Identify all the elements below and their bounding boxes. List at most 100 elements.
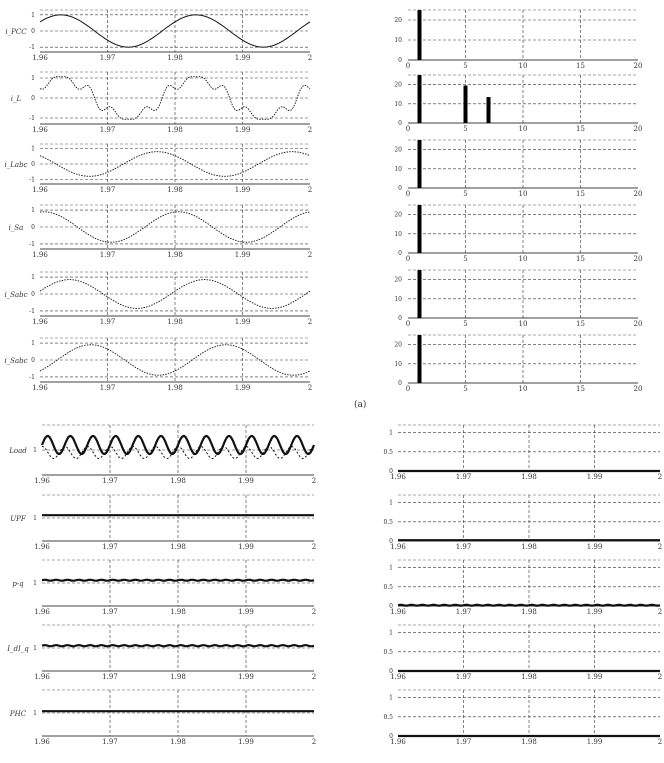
y-tick-label: 1 xyxy=(389,430,393,437)
y-tick-label: -1 xyxy=(29,308,35,315)
x-tick-label: 1.99 xyxy=(238,738,254,746)
x-tick-label: 1.99 xyxy=(587,608,603,616)
x-tick-label: 2 xyxy=(658,543,662,551)
y-tick-label: 10 xyxy=(394,361,402,368)
x-tick-label: 1.99 xyxy=(235,251,251,259)
y-tick-label: 0.5 xyxy=(383,714,393,721)
x-tick-label: 15 xyxy=(576,125,585,133)
x-tick-label: 15 xyxy=(576,255,585,263)
x-tick-label: 1.97 xyxy=(100,186,116,194)
x-tick-label: 1.98 xyxy=(521,543,537,551)
y-tick-label: 1 xyxy=(31,207,35,214)
x-tick-label: 0 xyxy=(406,320,410,328)
chart-tl2: 1.96 1.97 1.98 1.99 2 i_L -1 0 1 xyxy=(11,71,312,134)
x-tick-label: 1.99 xyxy=(235,54,251,62)
x-tick-label: 1.98 xyxy=(521,738,537,746)
y-tick-label: 1 xyxy=(389,695,393,702)
x-tick-label: 5 xyxy=(463,255,467,263)
x-tick-label: 10 xyxy=(519,62,528,70)
chart-tl1: 1.96 1.97 1.98 1.99 2 i_PCC -1 0 1 xyxy=(5,9,312,62)
chart-tl6: 1.96 1.97 1.98 1.99 2 i_Sabc -1 0 1 xyxy=(4,337,312,392)
y-tick-label: 0 xyxy=(31,357,35,364)
x-tick-label: 1.97 xyxy=(102,608,118,616)
x-tick-label: 1.98 xyxy=(167,251,183,259)
x-tick-label: 1.98 xyxy=(170,673,186,681)
x-tick-label: 1.99 xyxy=(238,608,254,616)
y-tick-label: 1 xyxy=(389,500,393,507)
series-line-0 xyxy=(41,643,315,648)
x-tick-label: 20 xyxy=(634,190,643,198)
x-tick-label: 1.98 xyxy=(170,608,186,616)
x-tick-label: 2 xyxy=(312,543,316,551)
x-tick-label: 1.97 xyxy=(456,608,472,616)
chart-tr5: 0 5 10 15 20 0 10 20 xyxy=(394,269,643,328)
y-tick-label: 10 xyxy=(394,231,402,238)
x-tick-label: 1.96 xyxy=(34,477,50,485)
y-axis-label: i_Sa xyxy=(9,224,24,232)
x-tick-label: 20 xyxy=(634,320,643,328)
x-tick-label: 1.97 xyxy=(100,251,116,259)
x-tick-label: 1.98 xyxy=(167,318,183,326)
y-tick-label: 1 xyxy=(33,580,37,587)
chart-bl5: 1.96 1.97 1.98 1.99 2 PHC 1 xyxy=(9,689,316,746)
x-tick-label: 10 xyxy=(519,385,528,393)
x-tick-label: 2 xyxy=(312,477,316,485)
x-tick-label: 1.99 xyxy=(238,477,254,485)
series-line-0 xyxy=(39,14,311,48)
series-line-0 xyxy=(39,76,311,120)
figure-marker: (a) xyxy=(354,400,367,410)
y-axis-label: UPF xyxy=(10,515,27,523)
x-tick-label: 1.97 xyxy=(102,738,118,746)
bar-harmonic-5 xyxy=(463,85,468,123)
y-tick-label: 1 xyxy=(31,12,35,19)
x-tick-label: 10 xyxy=(519,190,528,198)
bar-harmonic-1 xyxy=(417,335,422,383)
x-tick-label: 1.96 xyxy=(32,54,48,62)
x-tick-label: 1.96 xyxy=(32,126,48,134)
x-tick-label: 1.97 xyxy=(102,477,118,485)
x-tick-label: 1.99 xyxy=(587,473,603,481)
x-tick-label: 1.96 xyxy=(390,738,406,746)
x-tick-label: 5 xyxy=(463,190,467,198)
chart-tr1: 0 5 10 15 20 0 10 20 xyxy=(394,9,642,70)
x-tick-label: 10 xyxy=(519,320,528,328)
x-tick-label: 2 xyxy=(308,318,312,326)
x-tick-label: 1.98 xyxy=(170,477,186,485)
x-tick-label: 1.97 xyxy=(456,473,472,481)
x-tick-label: 1.99 xyxy=(238,673,254,681)
chart-tr2: 0 5 10 15 20 0 10 20 xyxy=(394,74,642,133)
y-axis-label: Load xyxy=(8,447,27,455)
x-tick-label: 1.98 xyxy=(170,738,186,746)
y-tick-label: 0 xyxy=(31,224,35,231)
x-tick-label: 1.97 xyxy=(456,673,472,681)
x-tick-label: 2 xyxy=(308,126,312,134)
y-tick-label: 1 xyxy=(31,146,35,153)
series-line-0 xyxy=(41,578,315,582)
series-line-0 xyxy=(40,434,316,456)
x-tick-label: 1.96 xyxy=(34,738,50,746)
chart-br2: 1.96 1.97 1.98 1.99 2 0 0.5 1 xyxy=(383,494,662,551)
x-tick-label: 1.98 xyxy=(167,126,183,134)
chart-br5: 1.96 1.97 1.98 1.99 2 0 0.5 1 xyxy=(383,689,662,746)
series-line-0 xyxy=(39,279,311,309)
x-tick-label: 10 xyxy=(519,255,528,263)
chart-bl3: 1.96 1.97 1.98 1.99 2 p-q 1 xyxy=(12,559,316,616)
x-tick-label: 0 xyxy=(406,255,410,263)
y-axis-label: I_dI_q xyxy=(6,645,29,653)
y-axis-label: i_Sabc xyxy=(4,357,27,365)
x-tick-label: 1.97 xyxy=(100,384,116,392)
chart-tr3: 0 5 10 15 20 0 10 20 xyxy=(394,139,643,198)
x-tick-label: 15 xyxy=(576,62,585,70)
x-tick-label: 2 xyxy=(658,608,662,616)
x-tick-label: 15 xyxy=(576,385,585,393)
chart-bl2: 1.96 1.97 1.98 1.99 2 UPF 1 xyxy=(10,494,316,551)
y-tick-label: 10 xyxy=(394,37,402,44)
x-tick-label: 1.96 xyxy=(34,673,50,681)
x-tick-label: 20 xyxy=(634,385,643,393)
y-tick-label: 10 xyxy=(394,296,402,303)
x-tick-label: 1.99 xyxy=(235,186,251,194)
x-tick-label: 1.99 xyxy=(587,738,603,746)
x-tick-label: 2 xyxy=(308,384,312,392)
bar-harmonic-7 xyxy=(486,97,491,123)
y-tick-label: 0 xyxy=(31,28,35,35)
